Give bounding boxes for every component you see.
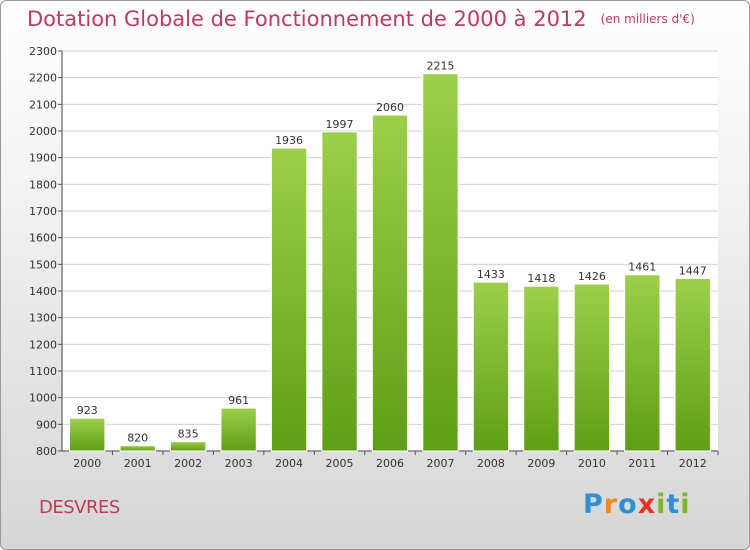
y-tick-label: 1800 [29,178,57,191]
logo-letter: r [603,489,619,520]
bar [472,281,510,452]
y-tick-label: 2300 [29,45,57,58]
data-label: 1997 [326,118,354,131]
data-label: 1447 [679,264,707,277]
x-tick-label: 2001 [124,457,152,470]
logo-letter: t [666,489,681,520]
data-label: 1461 [628,261,656,274]
chart-title: Dotation Globale de Fonctionnement de 20… [27,7,695,31]
x-tick-label: 2004 [275,457,303,470]
x-tick-label: 2012 [679,457,707,470]
y-tick-label: 1900 [29,152,57,165]
y-tick-label: 2200 [29,72,57,85]
y-tick-label: 1600 [29,232,57,245]
bar [573,283,611,452]
x-tick-label: 2003 [225,457,253,470]
commune-name: DESVRES [39,497,120,518]
data-label: 835 [178,428,199,441]
x-tick-label: 2005 [326,457,354,470]
proxiti-logo: Proxiti [583,489,691,520]
data-label: 961 [228,394,249,407]
bar [523,285,560,452]
bar [169,441,207,452]
title-text: Dotation Globale de Fonctionnement de 20… [27,7,587,31]
logo-letter: o [618,489,638,520]
y-tick-label: 800 [36,445,57,458]
logo-letter: i [680,489,691,520]
bar [422,73,459,452]
bar [69,417,106,452]
bar [624,274,661,452]
data-label: 2060 [376,101,404,114]
y-tick-label: 900 [36,418,57,431]
data-label: 1936 [275,134,303,147]
bar [674,277,711,452]
y-tick-label: 2100 [29,98,57,111]
units-label: (en milliers d'€) [600,12,695,26]
x-tick-label: 2008 [477,457,505,470]
bar [270,147,308,452]
x-tick-label: 2010 [578,457,606,470]
data-label: 1433 [477,268,505,281]
bar [321,131,358,452]
y-tick-label: 1100 [29,365,57,378]
y-tick-label: 1300 [29,312,57,325]
x-tick-label: 2002 [174,457,202,470]
y-tick-label: 1700 [29,205,57,218]
data-label: 1426 [578,270,606,283]
logo-letter: P [583,489,604,520]
bar [220,407,257,452]
bar [371,114,409,452]
y-tick-label: 1500 [29,258,57,271]
data-label: 820 [127,432,148,445]
data-label: 1418 [527,272,555,285]
y-tick-label: 2000 [29,125,57,138]
logo-letter: i [656,489,667,520]
x-tick-label: 2006 [376,457,404,470]
data-label: 923 [77,404,98,417]
y-tick-label: 1400 [29,285,57,298]
x-tick-label: 2011 [628,457,656,470]
logo-letter: x [637,489,657,520]
data-label: 2215 [426,60,454,73]
x-tick-label: 2000 [73,457,101,470]
y-tick-label: 1200 [29,338,57,351]
y-tick-label: 1000 [29,392,57,405]
x-tick-label: 2009 [527,457,555,470]
x-tick-label: 2007 [426,457,454,470]
bar [119,445,156,452]
